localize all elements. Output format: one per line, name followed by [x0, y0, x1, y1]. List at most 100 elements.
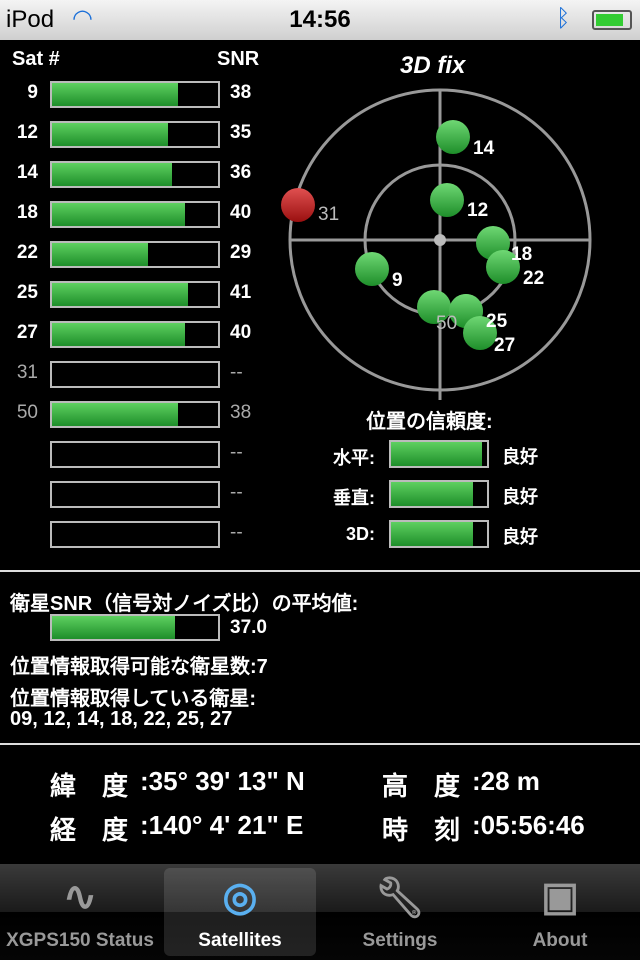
- satellite-marker: [430, 183, 464, 217]
- satellite-id: 12: [16, 122, 38, 143]
- longitude-value: :140° 4' 21" E: [140, 810, 304, 840]
- satellite-marker: [417, 290, 451, 324]
- snr-bar-fill: [52, 123, 169, 146]
- tracking-label: 位置情報取得している衛星:: [10, 688, 257, 710]
- snr-value: --: [230, 522, 243, 543]
- radar-icon: ◎: [222, 875, 258, 919]
- snr-bar: [50, 321, 220, 348]
- avg-snr-value: 37.0: [230, 617, 267, 638]
- confidence-bar-fill: [391, 482, 473, 506]
- fix-status: 3D fix: [400, 52, 466, 79]
- satellite-label: 27: [494, 335, 515, 356]
- visible-satellites: 位置情報取得可能な衛星数:7: [10, 656, 268, 678]
- satellite-row: 31 --: [0, 354, 270, 394]
- tab-bar: ∿ XGPS150 Status ◎ Satellites 🔧︎ Settings ▣…: [0, 864, 640, 960]
- snr-value: 29: [230, 242, 252, 263]
- satellite-row: 25 41: [0, 274, 270, 314]
- confidence-value: 良好: [502, 487, 538, 507]
- confidence-label: 3D:: [345, 524, 375, 544]
- satellite-label: 9: [392, 270, 403, 291]
- altitude-label: 高 度: [382, 771, 461, 801]
- time-label: 時 刻: [382, 815, 461, 845]
- satellite-id: 18: [16, 202, 38, 223]
- satellite-label: 12: [467, 200, 488, 221]
- confidence-bar: [389, 480, 489, 508]
- confidence-value: 良好: [502, 527, 538, 547]
- snr-value: 35: [230, 122, 252, 143]
- satellite-row: --: [0, 474, 270, 514]
- snr-value: 38: [230, 82, 252, 103]
- satellite-label: 50: [436, 313, 457, 334]
- tab-xgps150-status[interactable]: ∿ XGPS150 Status: [4, 868, 156, 956]
- snr-bar: [50, 481, 220, 508]
- snr-bar-fill: [52, 283, 189, 306]
- satellite-label: 18: [511, 244, 532, 265]
- snr-bar: [50, 361, 220, 388]
- tab-about[interactable]: ▣ About: [484, 868, 636, 956]
- divider: [0, 570, 640, 572]
- confidence-label: 水平:: [333, 448, 375, 468]
- snr-bar: [50, 241, 220, 268]
- confidence-row: 3D: 良好: [300, 518, 600, 550]
- avg-snr-fill: [52, 616, 175, 639]
- satellite-marker: [486, 250, 520, 284]
- satellite-label: 22: [523, 268, 544, 289]
- altitude-value: :28 m: [472, 766, 540, 796]
- satellite-row: 9 38: [0, 74, 270, 114]
- tracking-list: 09, 12, 14, 18, 22, 25, 27: [10, 708, 233, 730]
- snr-value: 38: [230, 402, 252, 423]
- clock: 14:56: [289, 6, 351, 33]
- time-value: :05:56:46: [472, 810, 585, 840]
- battery-level: [596, 14, 624, 26]
- carrier: iPod: [6, 6, 55, 33]
- snr-bar: [50, 121, 220, 148]
- confidence-row: 垂直: 良好: [300, 478, 600, 510]
- center-dot: [434, 234, 446, 246]
- satellite-label: 25: [486, 311, 508, 332]
- divider: [0, 743, 640, 745]
- confidence-bar-fill: [391, 522, 473, 546]
- confidence-row: 水平: 良好: [300, 438, 600, 470]
- satellite-row: 18 40: [0, 194, 270, 234]
- satellite-row: 12 35: [0, 114, 270, 154]
- avg-snr-bar: [50, 614, 220, 641]
- status-bar: iPod ◠ 14:56 ᛒ: [0, 0, 640, 40]
- snr-bar-fill: [52, 403, 179, 426]
- satellite-id: 9: [27, 82, 38, 103]
- latitude-value: :35° 39' 13" N: [140, 766, 305, 796]
- snr-value: 40: [230, 202, 252, 223]
- snr-value: --: [230, 442, 243, 463]
- satellite-id: 25: [16, 282, 38, 303]
- satellite-id: 14: [16, 162, 38, 183]
- tab-satellites[interactable]: ◎ Satellites: [164, 868, 316, 956]
- confidence-label: 垂直:: [333, 488, 375, 508]
- satellite-marker: [355, 252, 389, 286]
- snr-bar: [50, 401, 220, 428]
- snr-bar-fill: [52, 323, 185, 346]
- wifi-icon: ◠: [72, 5, 93, 32]
- snr-bar-fill: [52, 163, 172, 186]
- tab-settings[interactable]: 🔧︎ Settings: [324, 868, 476, 956]
- satellite-marker: [436, 120, 470, 154]
- snr-bar: [50, 441, 220, 468]
- snr-value: 36: [230, 162, 252, 183]
- satellite-row: --: [0, 514, 270, 554]
- confidence-title: 位置の信頼度:: [366, 411, 493, 433]
- confidence-bar: [389, 520, 489, 548]
- satellite-marker: [281, 188, 315, 222]
- sat-column-header: Sat #: [12, 48, 60, 70]
- wrench-icon: 🔧︎: [374, 876, 426, 920]
- satellite-row: --: [0, 434, 270, 474]
- longitude-label: 経 度: [50, 815, 129, 845]
- confidence-bar: [389, 440, 489, 468]
- confidence-value: 良好: [502, 447, 538, 467]
- bluetooth-icon: ᛒ: [556, 5, 571, 32]
- confidence-bar-fill: [391, 442, 483, 466]
- snr-column-header: SNR: [217, 48, 260, 70]
- satellite-id: 31: [16, 362, 38, 383]
- satellite-row: 27 40: [0, 314, 270, 354]
- satellite-marker: [463, 316, 497, 350]
- snr-bar: [50, 161, 220, 188]
- satellite-label: 31: [318, 204, 339, 225]
- snr-value: --: [230, 482, 243, 503]
